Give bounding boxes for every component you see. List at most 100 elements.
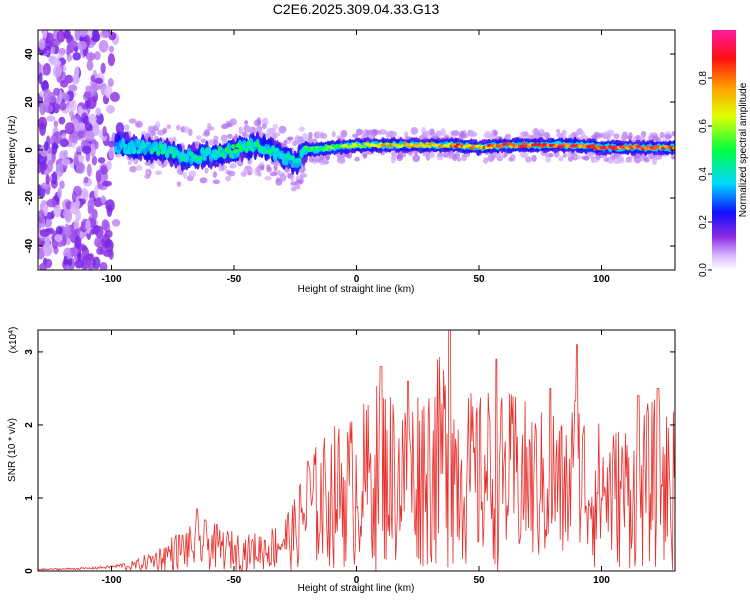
- halo-blob: [653, 135, 659, 142]
- spectrogram-y-label: Frequency (Hz): [7, 116, 18, 185]
- ridge-cell: [522, 142, 527, 146]
- halo-blob: [537, 133, 544, 138]
- noise-blob: [52, 101, 60, 114]
- halo-blob: [182, 172, 187, 179]
- halo-blob: [519, 151, 528, 158]
- noise-blob: [57, 187, 62, 199]
- halo-blob: [301, 132, 308, 141]
- noise-blob: [95, 112, 104, 125]
- halo-blob: [321, 132, 328, 139]
- halo-blob: [390, 155, 396, 164]
- noise-blob: [99, 262, 108, 270]
- noise-blob: [62, 30, 70, 39]
- ridge-cell: [153, 146, 159, 152]
- noise-blob: [46, 198, 57, 208]
- noise-blob: [100, 30, 110, 39]
- snr-x-axis: -100 -50 0 50 100: [101, 330, 610, 586]
- ridge-cell: [175, 150, 181, 156]
- noise-blob: [79, 231, 85, 240]
- halo-blob: [253, 127, 261, 135]
- spectrogram-x-tick-label: 0: [354, 274, 360, 285]
- halo-blob: [199, 177, 208, 184]
- halo-blob: [556, 132, 564, 138]
- noise-blob: [63, 208, 70, 220]
- noise-blob: [95, 225, 104, 239]
- snr-y-tick-label: 3: [24, 349, 35, 355]
- halo-blob: [659, 131, 665, 139]
- noise-blob: [90, 228, 95, 235]
- halo-blob: [308, 131, 313, 140]
- noise-blob: [45, 174, 50, 185]
- spectrogram-ridge-layer: [114, 117, 675, 192]
- noise-blob: [75, 209, 82, 222]
- halo-blob: [279, 173, 287, 182]
- halo-blob: [213, 139, 219, 146]
- halo-blob: [340, 129, 348, 138]
- noise-blob: [97, 183, 104, 190]
- spectrogram-x-tick-label: -50: [227, 274, 242, 285]
- snr-x-label: Height of straight line (km): [298, 583, 415, 594]
- noise-blob: [68, 40, 78, 48]
- noise-blob: [73, 152, 79, 166]
- spectrogram-y-tick-label: -20: [24, 190, 35, 205]
- noise-blob: [55, 163, 64, 177]
- noise-blob: [90, 143, 96, 158]
- halo-blob: [246, 127, 253, 134]
- ridge-cell: [467, 144, 472, 148]
- halo-blob: [257, 170, 262, 177]
- ridge-cell: [162, 149, 168, 154]
- ridge-cell: [237, 147, 243, 153]
- halo-blob: [256, 117, 262, 126]
- halo-blob: [354, 156, 360, 162]
- ridge-cell: [158, 144, 163, 150]
- ridge-cell: [114, 141, 119, 147]
- halo-blob: [264, 176, 272, 181]
- ridge-cell: [484, 146, 490, 150]
- noise-blob: [59, 138, 69, 148]
- ridge-cell: [422, 144, 428, 148]
- noise-blob: [58, 116, 66, 125]
- noise-blob: [72, 52, 82, 61]
- halo-blob: [221, 123, 228, 130]
- ridge-cell: [215, 149, 221, 155]
- halo-blob: [153, 135, 159, 140]
- halo-blob: [664, 134, 672, 140]
- halo-blob: [387, 130, 394, 139]
- noise-blob: [38, 38, 46, 50]
- noise-blob: [52, 64, 63, 78]
- halo-blob: [422, 152, 430, 157]
- ridge-cell: [286, 153, 291, 159]
- ridge-cell: [127, 142, 132, 148]
- halo-blob: [412, 154, 421, 163]
- ridge-cell: [189, 151, 194, 157]
- halo-blob: [532, 127, 539, 136]
- ridge-cell: [164, 152, 170, 158]
- ridge-cell: [506, 142, 512, 146]
- halo-blob: [162, 127, 168, 134]
- halo-blob: [435, 130, 442, 138]
- halo-blob: [410, 127, 419, 135]
- halo-blob: [166, 124, 171, 130]
- halo-blob: [204, 167, 209, 174]
- halo-blob: [640, 130, 647, 138]
- halo-blob: [290, 175, 295, 182]
- noise-blob: [86, 59, 94, 71]
- noise-blob: [104, 239, 114, 253]
- halo-blob: [298, 126, 306, 132]
- noise-blob: [82, 145, 92, 155]
- ridge-cell: [248, 146, 254, 152]
- halo-blob: [273, 164, 278, 171]
- halo-blob: [651, 157, 658, 165]
- ridge-cell: [255, 141, 260, 147]
- halo-blob: [583, 155, 590, 161]
- halo-blob: [561, 130, 567, 136]
- snr-x-tick-label: -100: [101, 575, 121, 586]
- halo-blob: [129, 165, 137, 173]
- halo-blob: [283, 139, 288, 146]
- halo-blob: [621, 133, 628, 141]
- noise-blob: [64, 76, 74, 83]
- colorbar-tick-label: 0.8: [698, 71, 709, 85]
- halo-blob: [155, 120, 161, 129]
- noise-blob: [61, 158, 71, 166]
- noise-blob: [58, 101, 67, 111]
